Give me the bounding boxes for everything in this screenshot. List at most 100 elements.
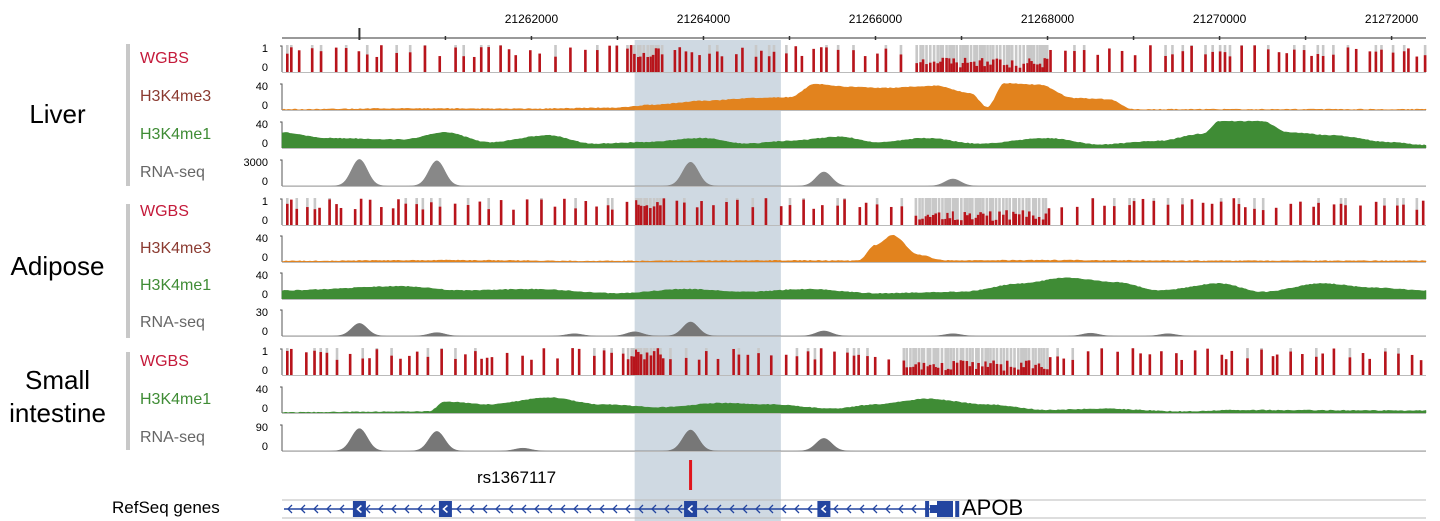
track-scale-max: 1 [261,196,268,208]
track-label: H3K4me3 [140,88,212,105]
wgbs-methylated-bar [769,355,773,375]
wgbs-unmethylated-bar [936,45,940,72]
wgbs-methylated-bar [1210,203,1214,225]
wgbs-methylated-bar [863,56,867,72]
wgbs-unmethylated-bar [949,348,953,375]
strand-chevron [456,504,462,514]
wgbs-methylated-bar [571,348,574,375]
wgbs-methylated-bar [956,219,959,225]
wgbs-methylated-bar [563,198,566,225]
track-scale-min: 0 [261,62,268,74]
wgbs-methylated-bar [319,51,323,72]
wgbs-methylated-bar [1312,206,1315,225]
wgbs-methylated-bar [1261,210,1265,225]
strand-chevron [391,504,397,514]
wgbs-methylated-bar [959,67,962,72]
wgbs-methylated-bar [784,354,788,375]
wgbs-methylated-bar [286,350,289,375]
wgbs-unmethylated-bar [966,45,969,72]
wgbs-methylated-bar [976,214,980,225]
wgbs-methylated-bar [944,218,947,225]
wgbs-unmethylated-bar [968,198,972,225]
wgbs-methylated-bar [1299,201,1302,225]
coordinate-label: 21268000 [1020,12,1075,26]
wgbs-unmethylated-bar [968,348,972,375]
wgbs-methylated-bar [1034,218,1038,225]
wgbs-unmethylated-bar [1026,45,1029,72]
wgbs-methylated-bar [656,202,659,225]
wgbs-methylated-bar [335,204,338,225]
strand-chevron [534,504,540,514]
wgbs-methylated-bar [643,206,646,225]
wgbs-methylated-bar [1131,348,1135,375]
strand-chevron [885,504,891,514]
wgbs-unmethylated-bar [934,348,938,375]
wgbs-methylated-bar [525,199,529,225]
track-scale-min: 0 [261,138,268,150]
wgbs-unmethylated-bar [934,198,938,225]
track-axis [280,83,283,110]
strand-chevron [404,504,410,514]
wgbs-methylated-bar [593,355,596,375]
wgbs-methylated-bar [1075,206,1079,225]
wgbs-methylated-bar [1160,351,1163,375]
wgbs-methylated-bar [1180,359,1183,375]
wgbs-methylated-bar [1014,65,1018,72]
wgbs-methylated-bar [794,46,798,72]
wgbs-methylated-bar [499,45,502,72]
wgbs-methylated-bar [1407,48,1410,72]
wgbs-methylated-bar [1171,54,1174,72]
wgbs-unmethylated-bar [905,348,909,375]
strand-chevron [612,504,618,514]
track-scale-min: 0 [261,403,268,415]
wgbs-unmethylated-bar [948,198,952,225]
wgbs-methylated-bar [391,208,395,225]
wgbs-methylated-bar [310,48,314,72]
strand-chevron [911,504,917,514]
h3k4me1-track [281,397,1427,414]
wgbs-methylated-bar [821,205,824,225]
wgbs-methylated-bar [704,351,708,375]
wgbs-methylated-bar [415,351,419,375]
wgbs-methylated-bar [521,355,524,375]
strand-chevron [755,504,761,514]
track-axis [280,386,283,413]
wgbs-methylated-bar [1043,368,1046,375]
wgbs-methylated-bar [357,51,361,72]
wgbs-unmethylated-bar [917,348,921,375]
wgbs-unmethylated-bar [1043,348,1046,375]
wgbs-unmethylated-bar [921,45,925,72]
wgbs-unmethylated-bar [991,45,995,72]
wgbs-methylated-bar [795,356,799,375]
wgbs-unmethylated-bar [974,198,978,225]
wgbs-methylated-bar [438,206,442,225]
wgbs-methylated-bar [505,352,509,375]
wgbs-methylated-bar [1359,205,1362,225]
wgbs-methylated-bar [426,356,430,375]
wgbs-methylated-bar [1275,354,1279,375]
strand-chevron [313,504,319,514]
wgbs-methylated-bar [1228,56,1232,72]
wgbs-methylated-bar [656,348,660,375]
wgbs-methylated-bar [684,51,688,72]
coordinate-label: 21264000 [676,12,731,26]
wgbs-methylated-bar [408,52,412,72]
strand-chevron [833,504,839,514]
wgbs-methylated-bar [1204,54,1207,72]
wgbs-methylated-bar [926,214,930,225]
wgbs-methylated-bar [825,47,828,72]
strand-chevron [287,504,293,514]
wgbs-methylated-bar [1046,369,1049,375]
wgbs-methylated-bar [866,356,869,375]
track-scale-max: 40 [255,119,268,131]
wgbs-methylated-bar [454,47,457,72]
wgbs-unmethylated-bar [920,348,924,375]
wgbs-methylated-bar [1041,67,1044,72]
strand-chevron [508,504,514,514]
wgbs-methylated-bar [812,208,816,225]
wgbs-methylated-bar [669,359,672,375]
wgbs-methylated-bar [1321,353,1324,375]
wgbs-methylated-bar [1071,359,1075,375]
wgbs-unmethylated-bar [912,348,915,375]
